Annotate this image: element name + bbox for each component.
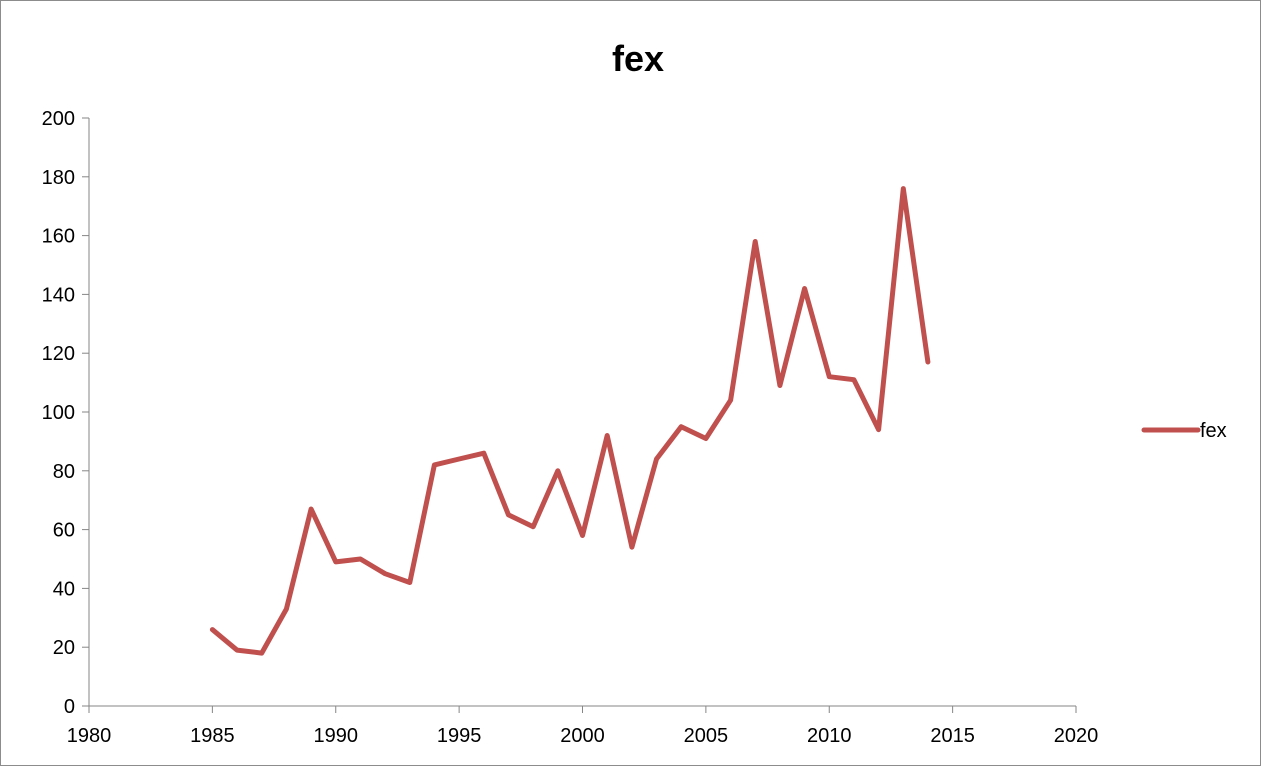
y-tick-label: 60 bbox=[53, 520, 75, 542]
series-line-fex bbox=[209, 186, 931, 656]
x-tick-label: 1995 bbox=[437, 725, 482, 747]
x-tick-label: 1980 bbox=[67, 725, 112, 747]
x-tick-label: 2000 bbox=[560, 725, 605, 747]
y-tick-label: 140 bbox=[42, 284, 75, 306]
y-tick-label: 160 bbox=[42, 226, 75, 248]
legend-label: fex bbox=[1200, 420, 1227, 442]
y-tick-label: 200 bbox=[42, 108, 75, 130]
x-tick-label: 2010 bbox=[807, 725, 852, 747]
x-tick-label: 1990 bbox=[314, 725, 359, 747]
y-tick-label: 180 bbox=[42, 167, 75, 189]
y-tick-label: 120 bbox=[42, 343, 75, 365]
x-tick-label: 1985 bbox=[190, 725, 235, 747]
chart-title: fex bbox=[611, 38, 665, 79]
x-tick-label: 2005 bbox=[684, 725, 729, 747]
y-tick-label: 40 bbox=[53, 578, 75, 600]
x-tick-label: 2020 bbox=[1054, 725, 1099, 747]
y-tick-label: 20 bbox=[53, 637, 75, 659]
y-tick-label: 0 bbox=[64, 696, 75, 718]
y-tick-label: 80 bbox=[53, 461, 75, 483]
x-tick-label: 2015 bbox=[930, 725, 975, 747]
y-tick-label: 100 bbox=[42, 402, 75, 424]
